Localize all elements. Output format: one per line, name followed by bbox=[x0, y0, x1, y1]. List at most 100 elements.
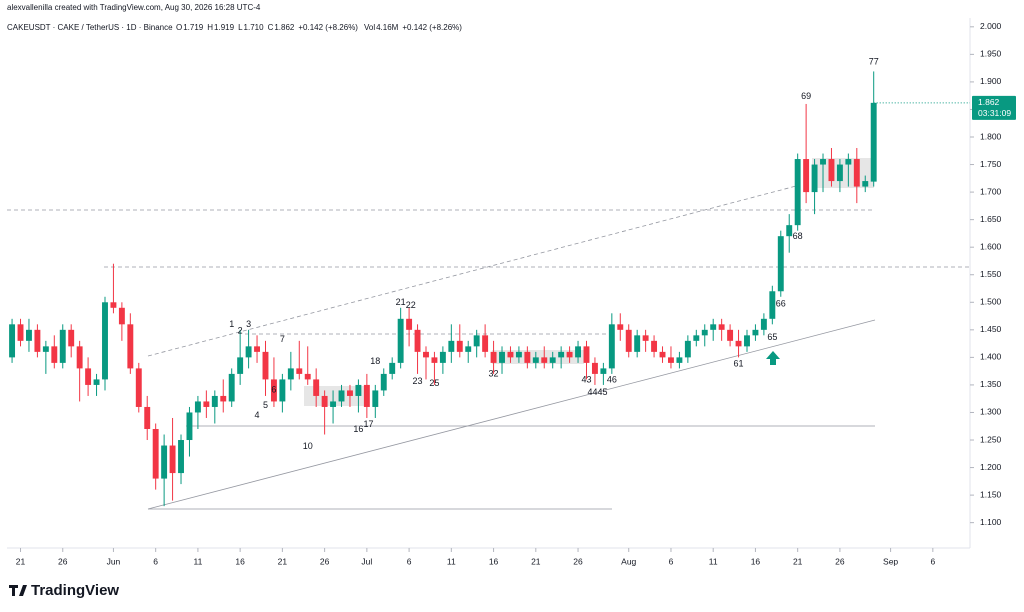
candle-body bbox=[262, 351, 269, 380]
ohlc-value: 1.719 bbox=[183, 23, 204, 32]
x-tick-label: 16 bbox=[489, 556, 499, 566]
candle-body bbox=[347, 390, 353, 396]
annotation: 21 bbox=[396, 297, 406, 307]
candle-body bbox=[676, 357, 683, 363]
trend-line bbox=[147, 184, 801, 357]
candle-body bbox=[431, 357, 438, 363]
candle-body bbox=[634, 335, 641, 352]
last-price-badge bbox=[972, 95, 1016, 120]
x-tick-label: Aug bbox=[621, 556, 636, 566]
candle-body bbox=[389, 362, 396, 374]
x-tick-label: 11 bbox=[447, 556, 456, 566]
candle-body bbox=[161, 445, 168, 479]
candle-body bbox=[380, 373, 387, 391]
annotation: 25 bbox=[429, 378, 439, 388]
candle-body bbox=[220, 395, 227, 402]
y-tick-label: 1.200 bbox=[980, 462, 1002, 472]
y-tick-label: 1.650 bbox=[980, 214, 1002, 224]
annotation: 10 bbox=[303, 441, 313, 451]
candle-body bbox=[617, 324, 624, 330]
annotation: 69 bbox=[801, 91, 811, 101]
y-tick-label: 1.900 bbox=[980, 76, 1002, 86]
annotation: 23 bbox=[413, 376, 423, 386]
candle-body bbox=[414, 329, 421, 352]
candle-body bbox=[845, 159, 852, 165]
x-tick-label: 16 bbox=[751, 556, 761, 566]
annotation: 32 bbox=[489, 368, 499, 378]
x-tick-label: 16 bbox=[235, 556, 245, 566]
annotation: 65 bbox=[767, 332, 777, 342]
candle-body bbox=[786, 225, 793, 237]
candle-body bbox=[93, 379, 100, 385]
candle-body bbox=[17, 324, 24, 341]
candle-body bbox=[228, 373, 235, 402]
candle-body bbox=[668, 357, 674, 363]
candle-body bbox=[152, 428, 159, 479]
candle-body bbox=[9, 324, 16, 358]
brand: TradingView bbox=[31, 582, 119, 599]
candle-body bbox=[51, 346, 58, 363]
candle-body bbox=[363, 384, 370, 407]
candle-body bbox=[862, 181, 869, 187]
ohlc-key: O bbox=[176, 23, 182, 32]
y-tick-label: 1.150 bbox=[980, 489, 1002, 499]
annotation: 66 bbox=[776, 298, 786, 308]
candle-body bbox=[583, 346, 590, 363]
x-tick-label: Jun bbox=[107, 556, 121, 566]
candle-body bbox=[194, 401, 201, 413]
x-tick-label: 21 bbox=[16, 556, 26, 566]
x-tick-label: 6 bbox=[930, 556, 935, 566]
y-tick-label: 1.450 bbox=[980, 324, 1002, 334]
x-tick-label: Jul bbox=[361, 556, 372, 566]
candle-body bbox=[769, 291, 776, 319]
candle-body bbox=[439, 351, 446, 363]
candle-body bbox=[237, 357, 244, 374]
candle-body bbox=[473, 335, 480, 347]
candle-body bbox=[490, 351, 497, 363]
candle-body bbox=[515, 351, 522, 358]
candle-body bbox=[211, 395, 218, 407]
y-tick-label: 1.750 bbox=[980, 159, 1002, 169]
ohlc-legend: O 1.719 H 1.919 L 1.710 C 1.862 +0.142 (+8.26%) V… bbox=[176, 23, 462, 32]
x-tick-label: 26 bbox=[573, 556, 583, 566]
annotation: 2 bbox=[238, 325, 243, 335]
candle-body bbox=[127, 324, 134, 369]
annotation: 16 bbox=[353, 424, 363, 434]
candle-body bbox=[178, 440, 184, 474]
annotation: 6 bbox=[271, 384, 276, 394]
candle-body bbox=[245, 346, 252, 358]
annotation: 22 bbox=[406, 300, 416, 310]
candle-body bbox=[456, 340, 463, 352]
candle-body bbox=[102, 302, 108, 380]
arrow bbox=[766, 351, 780, 365]
candle-body bbox=[42, 346, 49, 352]
y-tick-label: 1.300 bbox=[980, 407, 1002, 417]
candle-body bbox=[85, 368, 92, 385]
candle-body bbox=[727, 329, 734, 341]
candle-body bbox=[355, 384, 362, 396]
candle-body bbox=[828, 159, 835, 182]
annotation: 3 bbox=[246, 319, 251, 329]
candle-body bbox=[330, 401, 337, 407]
x-tick-label: 21 bbox=[793, 556, 803, 566]
annotation: 77 bbox=[869, 56, 879, 66]
annotation: 5 bbox=[263, 400, 268, 410]
candle-body bbox=[499, 351, 505, 363]
candle-body bbox=[608, 324, 615, 369]
ohlc-value: 1.862 bbox=[274, 23, 295, 32]
candle-body bbox=[203, 401, 210, 407]
y-tick-label: 1.400 bbox=[980, 352, 1002, 362]
candle-body bbox=[575, 346, 581, 358]
candle-body bbox=[591, 362, 598, 374]
candle-body bbox=[423, 351, 429, 358]
candle-body bbox=[448, 340, 455, 352]
candle-body bbox=[777, 236, 784, 292]
x-tick-label: 6 bbox=[153, 556, 158, 566]
candle-body bbox=[465, 346, 472, 352]
candle-body bbox=[625, 329, 632, 352]
candle-body bbox=[659, 351, 666, 358]
candle-body bbox=[76, 346, 83, 369]
x-tick-label: 6 bbox=[669, 556, 674, 566]
y-tick-label: 1.800 bbox=[980, 131, 1002, 141]
